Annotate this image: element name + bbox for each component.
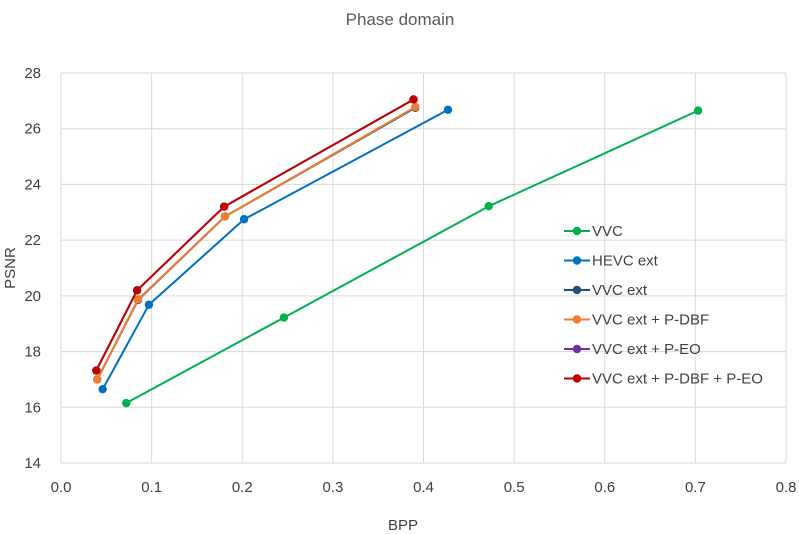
y-axis-ticks: 14 16 18 20 22 24 26 28 xyxy=(24,65,41,472)
data-point xyxy=(144,300,154,309)
data-point xyxy=(693,106,703,115)
series-line xyxy=(95,98,414,371)
x-tick-label: 0.2 xyxy=(232,479,253,496)
x-tick-label: 0.6 xyxy=(594,479,615,496)
series-line xyxy=(125,109,699,404)
data-point xyxy=(443,105,453,114)
legend-label: VVC ext + P-DBF + P-EO xyxy=(592,371,763,388)
series-vvc xyxy=(122,106,703,408)
data-point xyxy=(93,375,102,384)
series-vvc-ext xyxy=(93,103,420,384)
chart-title: Phase domain xyxy=(346,10,455,29)
data-point xyxy=(484,201,493,211)
y-tick-label: 22 xyxy=(24,232,41,249)
y-tick-label: 16 xyxy=(24,399,41,416)
x-tick-label: 0.1 xyxy=(141,479,162,496)
legend-swatch-marker xyxy=(572,256,582,265)
gridlines xyxy=(60,72,787,464)
legend-label: HEVC ext xyxy=(592,253,659,270)
legend-item: VVC ext xyxy=(564,282,648,299)
legend-swatch-marker xyxy=(572,226,582,236)
data-point xyxy=(279,313,289,322)
data-point xyxy=(409,95,418,104)
y-tick-label: 18 xyxy=(24,344,41,361)
y-tick-label: 24 xyxy=(24,176,41,193)
legend-item: HEVC ext xyxy=(564,253,659,270)
y-axis-label: PSNR xyxy=(2,247,19,289)
legend: VVC HEVC ext VVC ext VVC ext + P-DBF VVC ext… xyxy=(564,223,763,388)
series-line xyxy=(96,106,416,380)
legend-item: VVC xyxy=(564,223,623,240)
legend-label: VVC ext xyxy=(592,282,648,299)
data-point xyxy=(92,366,101,375)
legend-item: VVC ext + P-EO xyxy=(564,341,701,358)
y-tick-label: 14 xyxy=(24,455,41,472)
x-axis-label: BPP xyxy=(388,517,418,534)
data-point xyxy=(411,102,420,112)
y-tick-label: 26 xyxy=(24,121,41,138)
data-point xyxy=(219,202,229,211)
series-hevc-ext xyxy=(98,105,453,394)
x-tick-label: 0.5 xyxy=(504,479,525,496)
data-point xyxy=(132,286,142,295)
legend-swatch-marker xyxy=(572,315,582,324)
x-tick-label: 0.4 xyxy=(413,479,434,496)
data-point xyxy=(220,212,230,221)
series-layer xyxy=(92,95,703,408)
data-point xyxy=(239,215,249,224)
legend-label: VVC ext + P-DBF xyxy=(592,312,709,329)
legend-item: VVC ext + P-DBF + P-EO xyxy=(564,371,763,388)
y-tick-label: 20 xyxy=(24,288,41,305)
series-line xyxy=(96,106,416,380)
legend-label: VVC xyxy=(592,223,623,240)
x-tick-label: 0.8 xyxy=(776,479,797,496)
data-point xyxy=(98,384,107,394)
legend-swatch-marker xyxy=(572,285,582,295)
series-vvc-ext-p-dbf-p-eo xyxy=(92,95,418,375)
data-point xyxy=(133,295,143,304)
series-vvc-ext-p-dbf xyxy=(93,102,420,384)
legend-swatch-marker xyxy=(572,344,582,354)
x-tick-label: 0.3 xyxy=(322,479,343,496)
series-line xyxy=(95,98,414,371)
x-axis-ticks: 0.0 0.1 0.2 0.3 0.4 0.5 0.6 0.7 0.8 xyxy=(51,479,797,496)
legend-label: VVC ext + P-EO xyxy=(592,341,701,358)
x-tick-label: 0.0 xyxy=(51,479,72,496)
x-tick-label: 0.7 xyxy=(685,479,706,496)
y-tick-label: 28 xyxy=(24,65,41,82)
data-point xyxy=(122,398,131,408)
legend-swatch-marker xyxy=(572,374,582,383)
series-line xyxy=(101,108,449,390)
legend-item: VVC ext + P-DBF xyxy=(564,312,709,329)
